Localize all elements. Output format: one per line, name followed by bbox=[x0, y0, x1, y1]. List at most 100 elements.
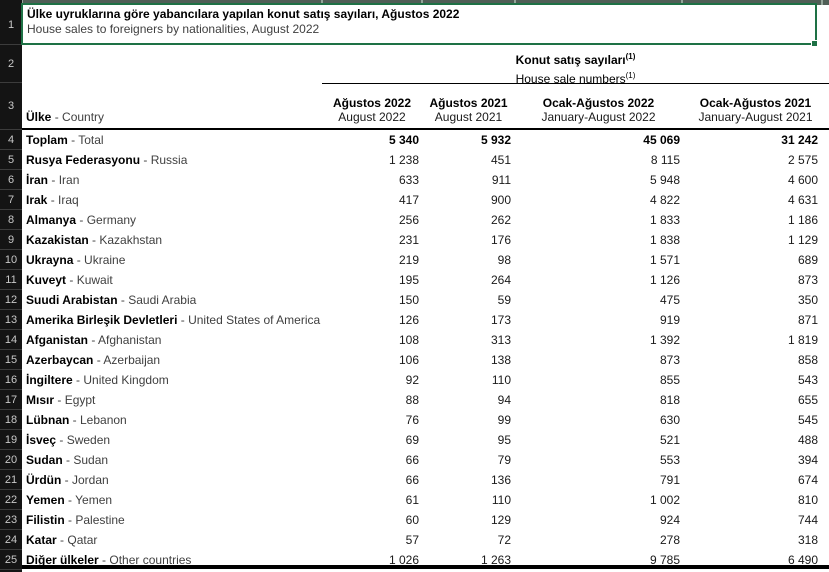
value-cell[interactable]: 924 bbox=[659, 513, 680, 527]
row-number-cell[interactable]: 12 bbox=[0, 290, 22, 310]
value-cell[interactable]: 855 bbox=[659, 373, 680, 387]
value-cell[interactable]: 95 bbox=[497, 433, 511, 447]
row-number-cell[interactable]: 3 bbox=[0, 83, 22, 130]
value-cell[interactable]: 417 bbox=[398, 193, 419, 207]
value-cell[interactable]: 1 819 bbox=[787, 333, 818, 347]
value-cell[interactable]: 98 bbox=[497, 253, 511, 267]
value-cell[interactable]: 521 bbox=[659, 433, 680, 447]
value-cell[interactable]: 9 785 bbox=[649, 553, 680, 567]
row-number-cell[interactable]: 1 bbox=[0, 5, 22, 45]
value-cell[interactable]: 1 263 bbox=[480, 553, 511, 567]
value-cell[interactable]: 633 bbox=[398, 173, 419, 187]
country-cell[interactable]: Afganistan - Afghanistan bbox=[22, 330, 322, 350]
country-cell[interactable]: Kazakistan - Kazakhstan bbox=[22, 230, 322, 250]
value-cell[interactable]: 545 bbox=[797, 413, 818, 427]
value-cell[interactable]: 4 600 bbox=[787, 173, 818, 187]
value-cell[interactable]: 1 002 bbox=[649, 493, 680, 507]
row-number-cell[interactable]: 16 bbox=[0, 370, 22, 390]
value-cell[interactable]: 655 bbox=[797, 393, 818, 407]
value-cell[interactable]: 106 bbox=[398, 353, 419, 367]
value-cell[interactable]: 60 bbox=[405, 513, 419, 527]
value-cell[interactable]: 126 bbox=[398, 313, 419, 327]
value-cell[interactable]: 630 bbox=[659, 413, 680, 427]
value-cell[interactable]: 919 bbox=[659, 313, 680, 327]
country-cell[interactable]: Diğer ülkeler - Other countries bbox=[22, 550, 322, 570]
value-cell[interactable]: 4 822 bbox=[649, 193, 680, 207]
value-cell[interactable]: 61 bbox=[405, 493, 419, 507]
value-cell[interactable]: 1 186 bbox=[787, 213, 818, 227]
row-number-cell[interactable]: 11 bbox=[0, 270, 22, 290]
value-cell[interactable]: 219 bbox=[398, 253, 419, 267]
country-cell[interactable]: Lübnan - Lebanon bbox=[22, 410, 322, 430]
country-cell[interactable]: Yemen - Yemen bbox=[22, 490, 322, 510]
row-number-cell[interactable]: 22 bbox=[0, 490, 22, 510]
row-number-cell[interactable]: 24 bbox=[0, 530, 22, 550]
value-cell[interactable]: 136 bbox=[490, 473, 511, 487]
country-cell[interactable]: İsveç - Sweden bbox=[22, 430, 322, 450]
value-cell[interactable]: 543 bbox=[797, 373, 818, 387]
value-cell[interactable]: 553 bbox=[659, 453, 680, 467]
row-number-column[interactable]: 1 2 3 4 5 6 7 8 9 10 11 12 13 14 15 16 17 18 19 20 21 22 23 24 2… bbox=[0, 0, 22, 572]
value-cell[interactable]: 108 bbox=[398, 333, 419, 347]
value-cell[interactable]: 59 bbox=[497, 293, 511, 307]
value-cell[interactable]: 76 bbox=[405, 413, 419, 427]
value-cell[interactable]: 1 129 bbox=[787, 233, 818, 247]
row-number-cell[interactable]: 7 bbox=[0, 190, 22, 210]
value-cell[interactable]: 66 bbox=[405, 453, 419, 467]
row-number-cell[interactable]: 19 bbox=[0, 430, 22, 450]
value-cell[interactable]: 911 bbox=[491, 173, 511, 187]
value-cell[interactable]: 1 238 bbox=[388, 153, 419, 167]
value-cell[interactable]: 176 bbox=[490, 233, 511, 247]
value-cell[interactable]: 138 bbox=[490, 353, 511, 367]
value-cell[interactable]: 5 948 bbox=[649, 173, 680, 187]
country-cell[interactable]: Mısır - Egypt bbox=[22, 390, 322, 410]
value-cell[interactable]: 810 bbox=[797, 493, 818, 507]
country-cell[interactable]: Filistin - Palestine bbox=[22, 510, 322, 530]
row-number-cell[interactable]: 14 bbox=[0, 330, 22, 350]
value-cell[interactable]: 1 833 bbox=[649, 213, 680, 227]
value-cell[interactable]: 1 571 bbox=[649, 253, 680, 267]
value-cell[interactable]: 57 bbox=[405, 533, 419, 547]
column-header-aug-2021[interactable]: Ağustos 2021 August 2021 bbox=[429, 96, 508, 124]
value-cell[interactable]: 110 bbox=[491, 373, 511, 387]
value-cell[interactable]: 262 bbox=[490, 213, 511, 227]
value-cell[interactable]: 110 bbox=[491, 493, 511, 507]
group-header[interactable]: Konut satış sayıları(1) House sale numbe… bbox=[322, 46, 829, 86]
column-header-jan-aug-2022[interactable]: Ocak-Ağustos 2022 January-August 2022 bbox=[541, 96, 656, 124]
value-cell[interactable]: 858 bbox=[797, 353, 818, 367]
column-header-jan-aug-2021[interactable]: Ocak-Ağustos 2021 January-August 2021 bbox=[698, 96, 813, 124]
value-cell[interactable]: 66 bbox=[405, 473, 419, 487]
value-cell[interactable]: 45 069 bbox=[643, 133, 680, 147]
row-number-cell[interactable]: 13 bbox=[0, 310, 22, 330]
value-cell[interactable]: 256 bbox=[398, 213, 419, 227]
row-number-cell[interactable]: 4 bbox=[0, 130, 22, 150]
value-cell[interactable]: 92 bbox=[405, 373, 419, 387]
value-cell[interactable]: 173 bbox=[490, 313, 511, 327]
value-cell[interactable]: 1 392 bbox=[649, 333, 680, 347]
column-header-strip[interactable] bbox=[0, 0, 829, 5]
value-cell[interactable]: 5 932 bbox=[480, 133, 511, 147]
value-cell[interactable]: 88 bbox=[405, 393, 419, 407]
row-number-cell[interactable]: 10 bbox=[0, 250, 22, 270]
value-cell[interactable]: 94 bbox=[497, 393, 511, 407]
row-header-label[interactable]: Ülke - Country bbox=[26, 110, 105, 124]
row-number-cell[interactable]: 25 bbox=[0, 550, 22, 570]
value-cell[interactable]: 231 bbox=[398, 233, 419, 247]
value-cell[interactable]: 129 bbox=[490, 513, 511, 527]
country-cell[interactable]: Ürdün - Jordan bbox=[22, 470, 322, 490]
country-cell[interactable]: Toplam - Total bbox=[22, 130, 322, 150]
value-cell[interactable]: 72 bbox=[497, 533, 511, 547]
row-number-cell[interactable]: 2 bbox=[0, 45, 22, 83]
value-cell[interactable]: 900 bbox=[490, 193, 511, 207]
row-number-cell[interactable]: 21 bbox=[0, 470, 22, 490]
selection-fill-handle[interactable] bbox=[811, 40, 818, 47]
country-cell[interactable]: Amerika Birleşik Devletleri - United Sta… bbox=[22, 310, 322, 330]
country-cell[interactable]: İngiltere - United Kingdom bbox=[22, 370, 322, 390]
value-cell[interactable]: 313 bbox=[490, 333, 511, 347]
value-cell[interactable]: 744 bbox=[797, 513, 818, 527]
country-cell[interactable]: Azerbaycan - Azerbaijan bbox=[22, 350, 322, 370]
country-cell[interactable]: İran - Iran bbox=[22, 170, 322, 190]
country-cell[interactable]: Rusya Federasyonu - Russia bbox=[22, 150, 322, 170]
value-cell[interactable]: 99 bbox=[497, 413, 511, 427]
value-cell[interactable]: 2 575 bbox=[787, 153, 818, 167]
